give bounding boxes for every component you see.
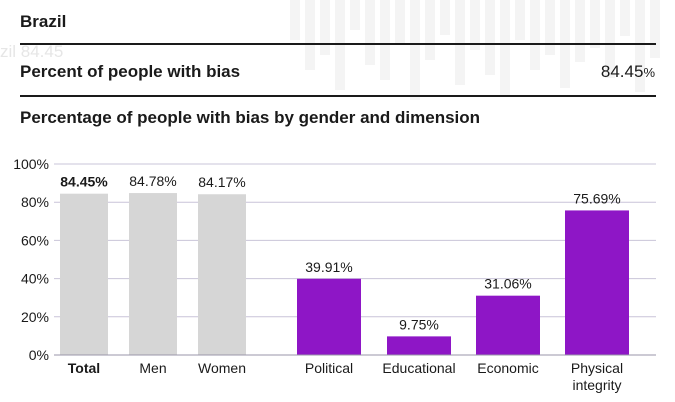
data-label: 84.78% [129, 173, 176, 189]
summary-label: Percent of people with bias [20, 62, 241, 81]
decor-bar [515, 0, 525, 40]
decor-bar [455, 0, 465, 85]
data-label: 84.17% [198, 174, 245, 190]
category-label: Men [139, 360, 166, 376]
y-tick-label: 80% [21, 194, 49, 210]
y-tick-label: 0% [29, 347, 49, 363]
bar-physical-integrity [565, 210, 629, 355]
y-tick-label: 60% [21, 232, 49, 248]
bar-economic [476, 295, 540, 355]
data-label: 84.45% [60, 174, 108, 190]
decor-bar [335, 0, 345, 90]
bar-men [129, 193, 177, 355]
y-tick-label: 40% [21, 271, 49, 287]
category-label: Educational [382, 360, 455, 376]
decor-bar [410, 0, 420, 100]
decor-bar [395, 0, 405, 45]
summary-number: 84.45 [600, 62, 644, 81]
decor-bar [485, 0, 495, 75]
bar-political [297, 278, 361, 355]
data-label: 75.69% [573, 190, 620, 206]
decor-bar [425, 0, 435, 60]
bar-educational [387, 336, 451, 355]
category-label: Political [305, 360, 353, 376]
category-label: Economic [477, 360, 538, 376]
decor-bar [440, 0, 450, 35]
country-title: Brazil [20, 12, 67, 31]
ghost-text: zil 84.45 [0, 42, 64, 61]
data-label: 39.91% [305, 259, 352, 275]
category-label: Total [68, 360, 100, 376]
data-label: 9.75% [399, 316, 439, 332]
decor-bar [365, 0, 375, 65]
decor-bar [575, 0, 585, 62]
decor-bar [305, 0, 315, 70]
decor-bar [470, 0, 480, 50]
y-tick-label: 100% [13, 156, 49, 172]
decor-bar [590, 0, 600, 48]
decor-bar [635, 0, 645, 92]
chart-title: Percentage of people with bias by gender… [20, 108, 481, 127]
divider-top [20, 43, 656, 45]
decor-bar [500, 0, 510, 95]
decor-bar [545, 0, 555, 55]
y-tick-label: 20% [21, 309, 49, 325]
decor-bar [530, 0, 540, 70]
decor-bar [290, 0, 300, 40]
bar-total [60, 193, 108, 355]
summary-value: 84.45% [601, 62, 655, 82]
category-label: Women [198, 360, 246, 376]
decor-bar [320, 0, 330, 55]
divider-bottom [20, 95, 656, 97]
category-label: Physical [571, 360, 623, 376]
decor-bar [380, 0, 390, 80]
decor-bar [620, 0, 630, 36]
decor-bar [650, 0, 660, 58]
decor-bar [605, 0, 615, 78]
bar-women [198, 194, 246, 355]
category-label: integrity [572, 377, 621, 393]
data-label: 31.06% [484, 276, 531, 292]
summary-unit: % [643, 65, 655, 80]
decor-bar [350, 0, 360, 30]
